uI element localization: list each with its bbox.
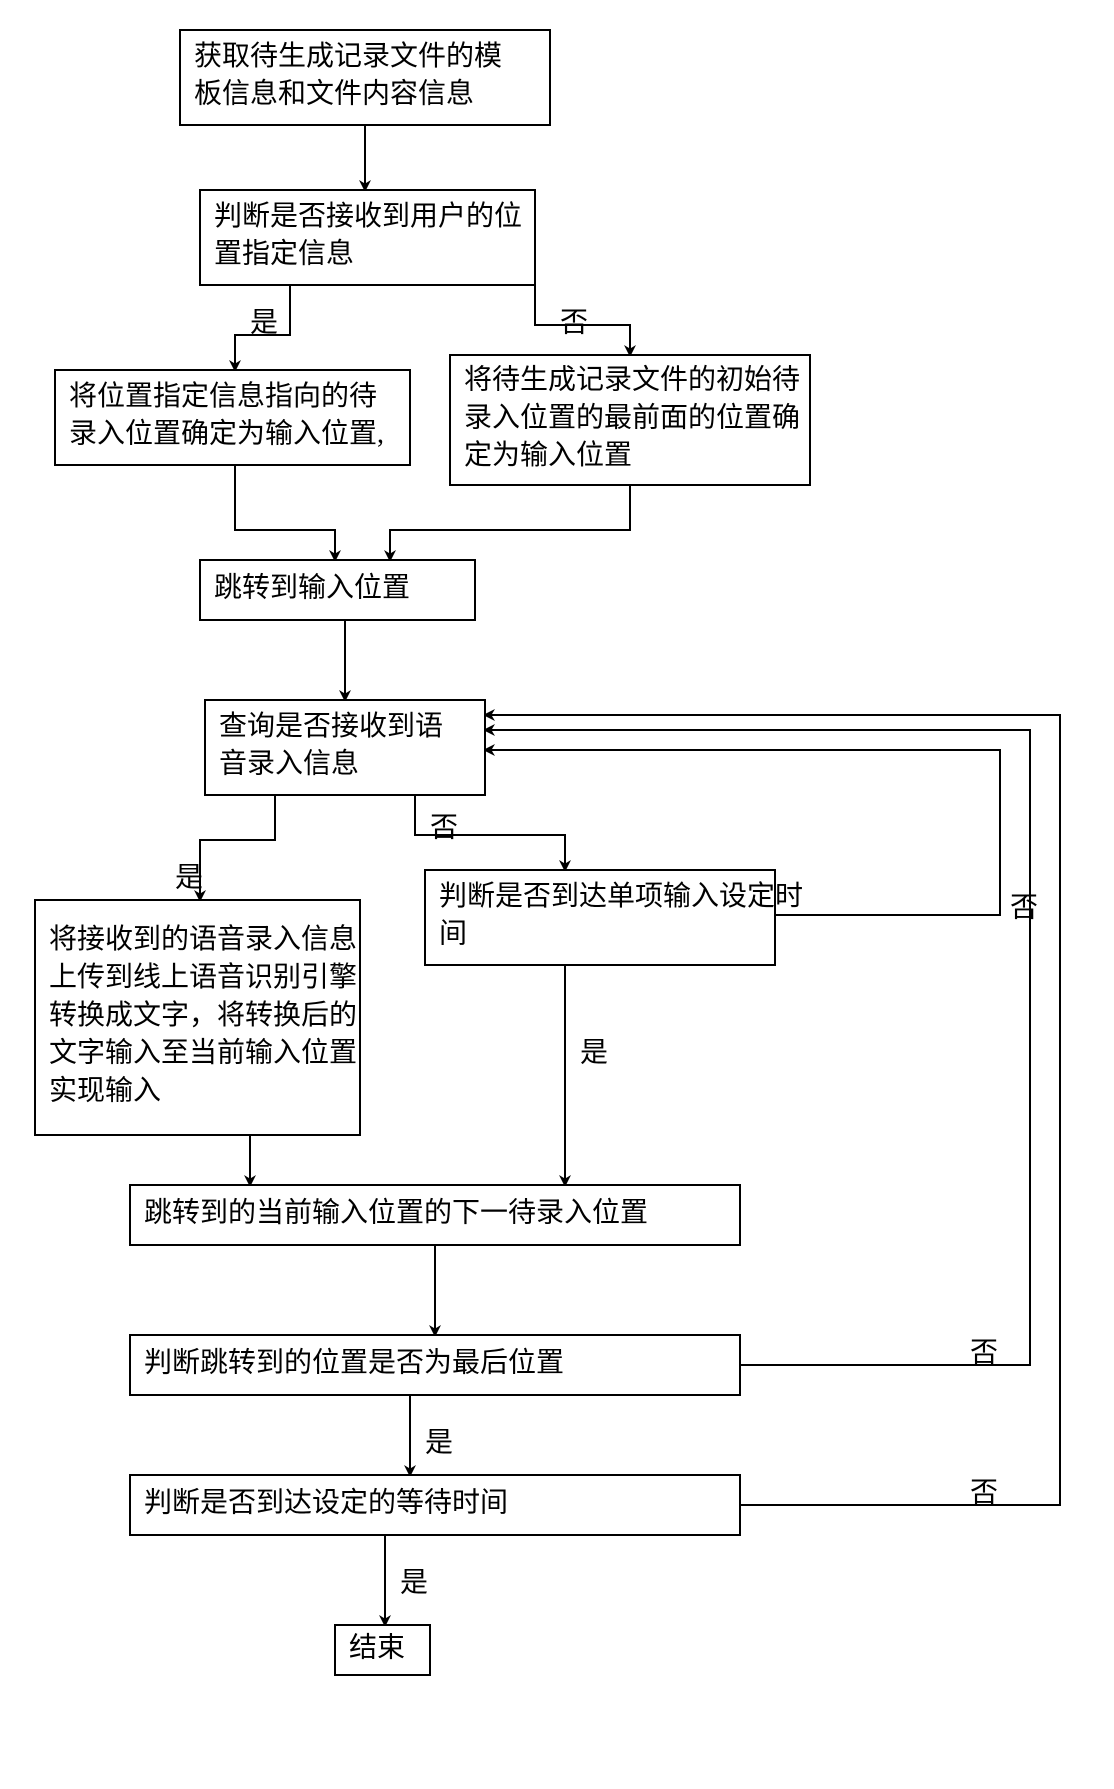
node-n6: 判断是否到达单项输入设定时间 [425, 870, 803, 965]
node-text: 结束 [349, 1631, 405, 1663]
node-n1: 获取待生成记录文件的模板信息和文件内容信息 [180, 30, 550, 125]
node-text: 判断是否到达设定的等待时间 [144, 1486, 508, 1518]
node-n3a: 将位置指定信息指向的待录入位置确定为输入位置, [55, 370, 410, 465]
node-n4: 跳转到输入位置 [200, 560, 475, 620]
edge-label: 否 [970, 1337, 998, 1368]
node-text: 查询是否接收到语 [219, 710, 443, 742]
edge-label: 否 [970, 1477, 998, 1508]
node-text: 跳转到输入位置 [214, 571, 410, 603]
edge-label: 是 [250, 307, 278, 338]
node-n8: 跳转到的当前输入位置的下一待录入位置 [130, 1185, 740, 1245]
node-text: 判断是否到达单项输入设定时 [439, 880, 803, 912]
edge-label: 否 [430, 812, 458, 843]
node-text: 定为输入位置 [464, 439, 632, 471]
node-text: 判断跳转到的位置是否为最后位置 [144, 1346, 564, 1378]
node-text: 获取待生成记录文件的模 [194, 40, 502, 72]
edge [200, 795, 275, 900]
edge-label: 是 [175, 862, 203, 893]
node-text: 文字输入至当前输入位置 [49, 1037, 357, 1069]
edge-label: 是 [580, 1037, 608, 1068]
node-text: 置指定信息 [214, 238, 354, 270]
node-text: 将位置指定信息指向的待 [69, 380, 377, 412]
edge-label: 否 [560, 307, 588, 338]
node-n5: 查询是否接收到语音录入信息 [205, 700, 485, 795]
node-text: 录入位置确定为输入位置, [69, 418, 384, 450]
node-text: 板信息和文件内容信息 [194, 78, 474, 110]
node-text: 将接收到的语音录入信息 [49, 923, 357, 955]
node-text: 音录入信息 [219, 748, 359, 780]
node-n10: 判断是否到达设定的等待时间 [130, 1475, 740, 1535]
edge-label: 否 [1010, 892, 1038, 923]
edge-label: 是 [425, 1427, 453, 1458]
edge [235, 465, 335, 560]
node-text: 实现输入 [49, 1074, 161, 1106]
node-text: 录入位置的最前面的位置确 [464, 401, 800, 433]
node-text: 上传到线上语音识别引擎 [49, 961, 357, 993]
node-n9: 判断跳转到的位置是否为最后位置 [130, 1335, 740, 1395]
node-n3b: 将待生成记录文件的初始待录入位置的最前面的位置确定为输入位置 [450, 355, 810, 485]
flowchart: 是否是否否是是否是否获取待生成记录文件的模板信息和文件内容信息判断是否接收到用户… [0, 0, 1114, 1784]
node-text: 间 [439, 918, 467, 950]
edge [390, 485, 630, 560]
node-n2: 判断是否接收到用户的位置指定信息 [200, 190, 535, 285]
node-text: 将待生成记录文件的初始待 [464, 364, 800, 396]
node-text: 转换成文字，将转换后的 [49, 999, 357, 1031]
nodes-layer: 获取待生成记录文件的模板信息和文件内容信息判断是否接收到用户的位置指定信息将位置… [35, 30, 810, 1675]
node-n11: 结束 [335, 1625, 430, 1675]
edge-label: 是 [400, 1567, 428, 1598]
node-text: 判断是否接收到用户的位 [214, 200, 522, 232]
edge [485, 730, 1030, 1365]
node-n7: 将接收到的语音录入信息上传到线上语音识别引擎转换成文字，将转换后的文字输入至当前… [35, 900, 360, 1135]
node-text: 跳转到的当前输入位置的下一待录入位置 [144, 1196, 648, 1228]
